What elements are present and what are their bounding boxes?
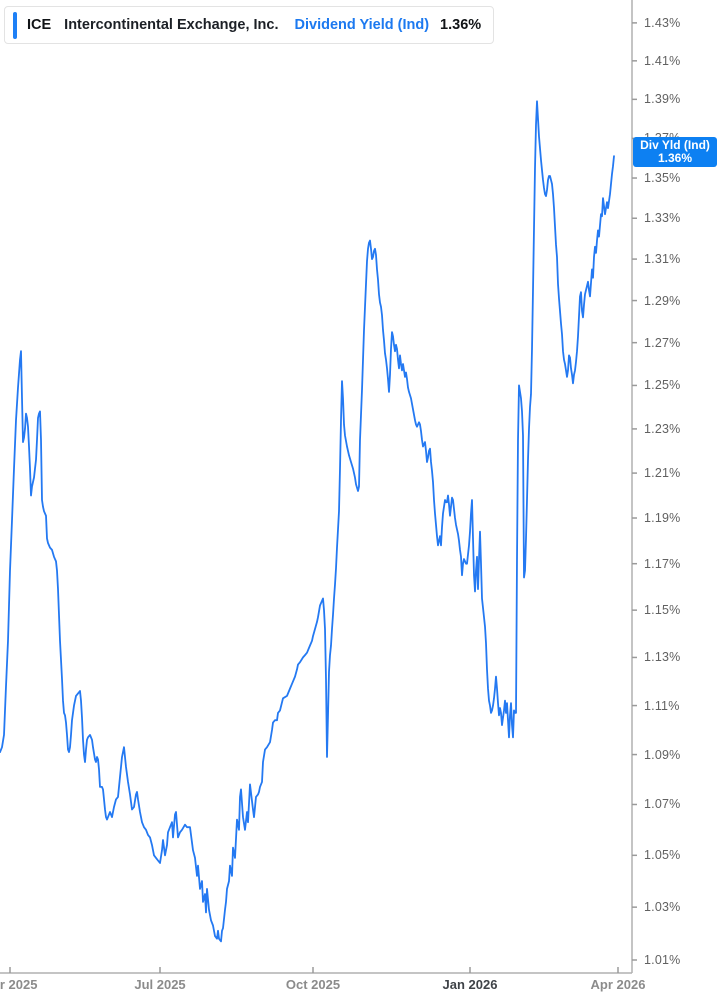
current-value-axis-badge: Div Yld (Ind) 1.36% xyxy=(633,137,717,168)
y-axis-label-1.39: 1.39% xyxy=(644,92,681,107)
company-name: Intercontinental Exchange, Inc. xyxy=(64,17,279,33)
y-axis-label-1.15: 1.15% xyxy=(644,603,681,618)
x-axis-label-oct-2025: Oct 2025 xyxy=(285,977,341,992)
series-legend-chip[interactable]: ICE Intercontinental Exchange, Inc. Divi… xyxy=(4,6,495,44)
series-color-bar-icon xyxy=(13,11,17,39)
metric-value: 1.36% xyxy=(440,17,482,33)
x-axis-label-apr-2025: Apr 2025 xyxy=(0,977,38,992)
dividend-yield-line xyxy=(0,100,615,943)
y-axis-label-1.13: 1.13% xyxy=(644,650,681,665)
y-axis-label-1.05: 1.05% xyxy=(644,848,681,863)
y-axis-label-1.23: 1.23% xyxy=(644,421,681,436)
y-axis-label-1.33: 1.33% xyxy=(644,211,681,226)
y-axis-label-1.29: 1.29% xyxy=(644,293,681,308)
badge-label: Div Yld (Ind) xyxy=(640,138,710,153)
x-axis-label-apr-2026: Apr 2026 xyxy=(590,977,646,992)
y-axis-label-1.07: 1.07% xyxy=(644,797,681,812)
y-axis-label-1.25: 1.25% xyxy=(644,378,681,393)
y-axis-label-1.03: 1.03% xyxy=(644,900,681,915)
y-axis-label-1.19: 1.19% xyxy=(644,511,681,525)
metric-name: Dividend Yield (Ind) xyxy=(294,17,430,33)
y-axis-label-1.31: 1.31% xyxy=(644,252,681,267)
y-axis-label-1.27: 1.27% xyxy=(644,335,681,350)
y-axis-label-1.01: 1.01% xyxy=(644,953,681,967)
y-axis-label-1.09: 1.09% xyxy=(644,747,681,762)
ticker-symbol: ICE xyxy=(27,17,52,33)
y-axis-label-1.11: 1.11% xyxy=(644,698,680,713)
badge-value: 1.36% xyxy=(657,151,693,166)
y-axis-label-1.41: 1.41% xyxy=(644,53,681,68)
x-axis-label-jul-2025: Jul 2025 xyxy=(134,977,186,992)
y-axis-label-1.21: 1.21% xyxy=(644,466,681,481)
y-axis-label-1.17: 1.17% xyxy=(644,556,681,571)
x-axis-label-jan-2026: Jan 2026 xyxy=(442,977,498,992)
y-axis-label-1.43: 1.43% xyxy=(644,15,681,30)
y-axis-label-1.35: 1.35% xyxy=(644,171,681,186)
